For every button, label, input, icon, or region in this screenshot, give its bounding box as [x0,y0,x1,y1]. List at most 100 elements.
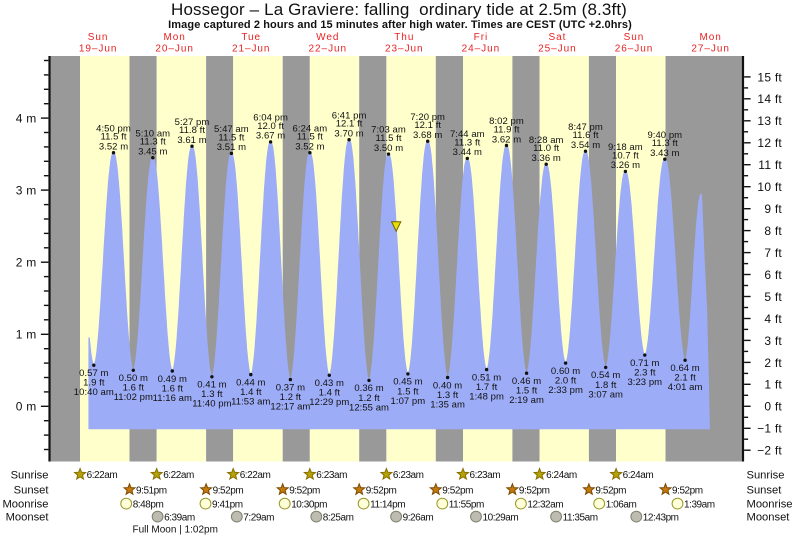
svg-text:1.5 ft: 1.5 ft [397,386,419,397]
svg-text:3.36 m: 3.36 m [532,153,561,164]
svg-text:7:20 pm: 7:20 pm [410,112,445,123]
svg-text:12.1 ft: 12.1 ft [336,119,363,130]
svg-text:11.6 ft: 11.6 ft [572,130,598,141]
svg-text:Wed: Wed [316,32,339,43]
svg-text:4:01 am: 4:01 am [668,382,703,393]
svg-text:0.57 m: 0.57 m [79,368,108,379]
svg-text:12:55 am: 12:55 am [349,402,389,413]
svg-text:−1 ft: −1 ft [757,422,782,436]
svg-text:9:51pm: 9:51pm [136,486,167,497]
svg-text:2 ft: 2 ft [764,356,782,370]
svg-text:8:48pm: 8:48pm [133,500,164,511]
svg-text:8 ft: 8 ft [764,224,782,238]
svg-text:11:35am: 11:35am [563,513,598,524]
svg-text:−2 ft: −2 ft [757,444,782,458]
svg-text:12:29 pm: 12:29 pm [309,397,349,408]
svg-text:11 ft: 11 ft [758,158,782,172]
svg-text:1.3 ft: 1.3 ft [437,390,459,401]
svg-text:2:19 am: 2:19 am [509,395,544,406]
svg-text:12:17 am: 12:17 am [270,402,310,413]
svg-text:3.67 m: 3.67 m [256,131,285,142]
svg-text:3.61 m: 3.61 m [177,135,206,146]
svg-text:5:47 am: 5:47 am [214,124,249,135]
svg-text:9:26am: 9:26am [403,513,434,524]
svg-text:11.5 ft: 11.5 ft [375,133,401,144]
svg-text:3 ft: 3 ft [764,334,782,348]
svg-text:2:33 pm: 2:33 pm [548,385,583,396]
svg-text:3.52 m: 3.52 m [295,142,324,153]
svg-text:0.64 m: 0.64 m [670,363,699,374]
svg-text:1.2 ft: 1.2 ft [280,392,302,403]
svg-text:23–Jun: 23–Jun [385,44,424,55]
svg-text:6:04 pm: 6:04 pm [253,113,288,124]
svg-text:8:02 pm: 8:02 pm [489,116,524,127]
svg-text:Moonset: Moonset [747,512,791,524]
svg-text:3.51 m: 3.51 m [217,142,246,153]
svg-text:0.51 m: 0.51 m [472,372,501,383]
svg-text:4 ft: 4 ft [764,312,782,326]
svg-text:Full Moon | 1:02pm: Full Moon | 1:02pm [133,525,218,536]
svg-text:3.44 m: 3.44 m [453,147,482,158]
svg-text:13 ft: 13 ft [757,114,782,128]
svg-text:12:43pm: 12:43pm [643,513,679,524]
svg-text:4 m: 4 m [16,112,37,126]
svg-text:Fri: Fri [474,32,489,43]
svg-text:Moonrise: Moonrise [747,499,793,511]
svg-text:2.3 ft: 2.3 ft [634,368,656,379]
svg-text:Sunrise: Sunrise [747,469,785,481]
svg-text:9:52pm: 9:52pm [289,486,320,497]
svg-text:1.6 ft: 1.6 ft [123,383,145,394]
svg-text:6:22am: 6:22am [240,470,271,481]
svg-text:3.68 m: 3.68 m [413,130,442,141]
svg-text:6:24 am: 6:24 am [293,123,328,134]
svg-text:1 m: 1 m [16,328,37,342]
svg-text:11:02 pm: 11:02 pm [114,392,153,403]
svg-text:Mon: Mon [699,32,721,43]
svg-text:1:48 pm: 1:48 pm [469,392,504,403]
svg-text:0.40 m: 0.40 m [433,380,462,391]
svg-text:11:40 pm: 11:40 pm [192,399,231,410]
svg-text:9:52pm: 9:52pm [595,486,626,497]
svg-text:12 ft: 12 ft [757,136,782,150]
svg-text:11.0 ft: 11.0 ft [533,143,559,154]
svg-text:6:23am: 6:23am [316,470,347,481]
svg-text:1.2 ft: 1.2 ft [358,393,380,404]
svg-text:0.41 m: 0.41 m [197,380,226,391]
svg-text:9:41pm: 9:41pm [212,500,243,511]
svg-text:11.5 ft: 11.5 ft [100,132,126,143]
svg-text:10:29am: 10:29am [483,513,519,524]
svg-text:10:30pm: 10:30pm [291,500,327,511]
svg-text:Moonset: Moonset [6,512,50,524]
svg-text:1.9 ft: 1.9 ft [83,378,105,389]
svg-text:19–Jun: 19–Jun [79,44,118,55]
svg-text:1:06am: 1:06am [606,500,637,511]
svg-text:3.43 m: 3.43 m [650,148,679,159]
svg-text:1:07 pm: 1:07 pm [391,396,426,407]
svg-text:11.3 ft: 11.3 ft [652,138,678,149]
svg-text:12.0 ft: 12.0 ft [257,121,284,132]
svg-text:0 ft: 0 ft [764,400,782,414]
svg-text:0.54 m: 0.54 m [591,370,620,381]
svg-text:7:44 am: 7:44 am [450,129,485,140]
svg-text:26–Jun: 26–Jun [615,44,654,55]
svg-text:0.43 m: 0.43 m [315,378,344,389]
svg-text:11:16 am: 11:16 am [153,393,192,404]
svg-text:0.36 m: 0.36 m [354,383,383,394]
svg-text:3.52 m: 3.52 m [99,142,128,153]
svg-text:6 ft: 6 ft [764,268,782,282]
svg-text:0.71 m: 0.71 m [630,358,659,369]
svg-text:6:39am: 6:39am [164,513,195,524]
svg-text:2.0 ft: 2.0 ft [555,376,577,387]
svg-text:6:23am: 6:23am [470,470,501,481]
svg-text:12.1 ft: 12.1 ft [414,120,441,131]
svg-text:3.45 m: 3.45 m [138,147,167,158]
svg-text:10 ft: 10 ft [757,180,782,194]
svg-text:3.70 m: 3.70 m [334,129,363,140]
svg-text:Sun: Sun [88,32,109,43]
svg-text:14 ft: 14 ft [757,92,782,106]
svg-text:3:23 pm: 3:23 pm [627,377,662,388]
svg-text:11:53 am: 11:53 am [231,397,270,408]
svg-text:1 ft: 1 ft [764,378,782,392]
svg-text:22–Jun: 22–Jun [309,44,348,55]
svg-text:3 m: 3 m [16,184,37,198]
